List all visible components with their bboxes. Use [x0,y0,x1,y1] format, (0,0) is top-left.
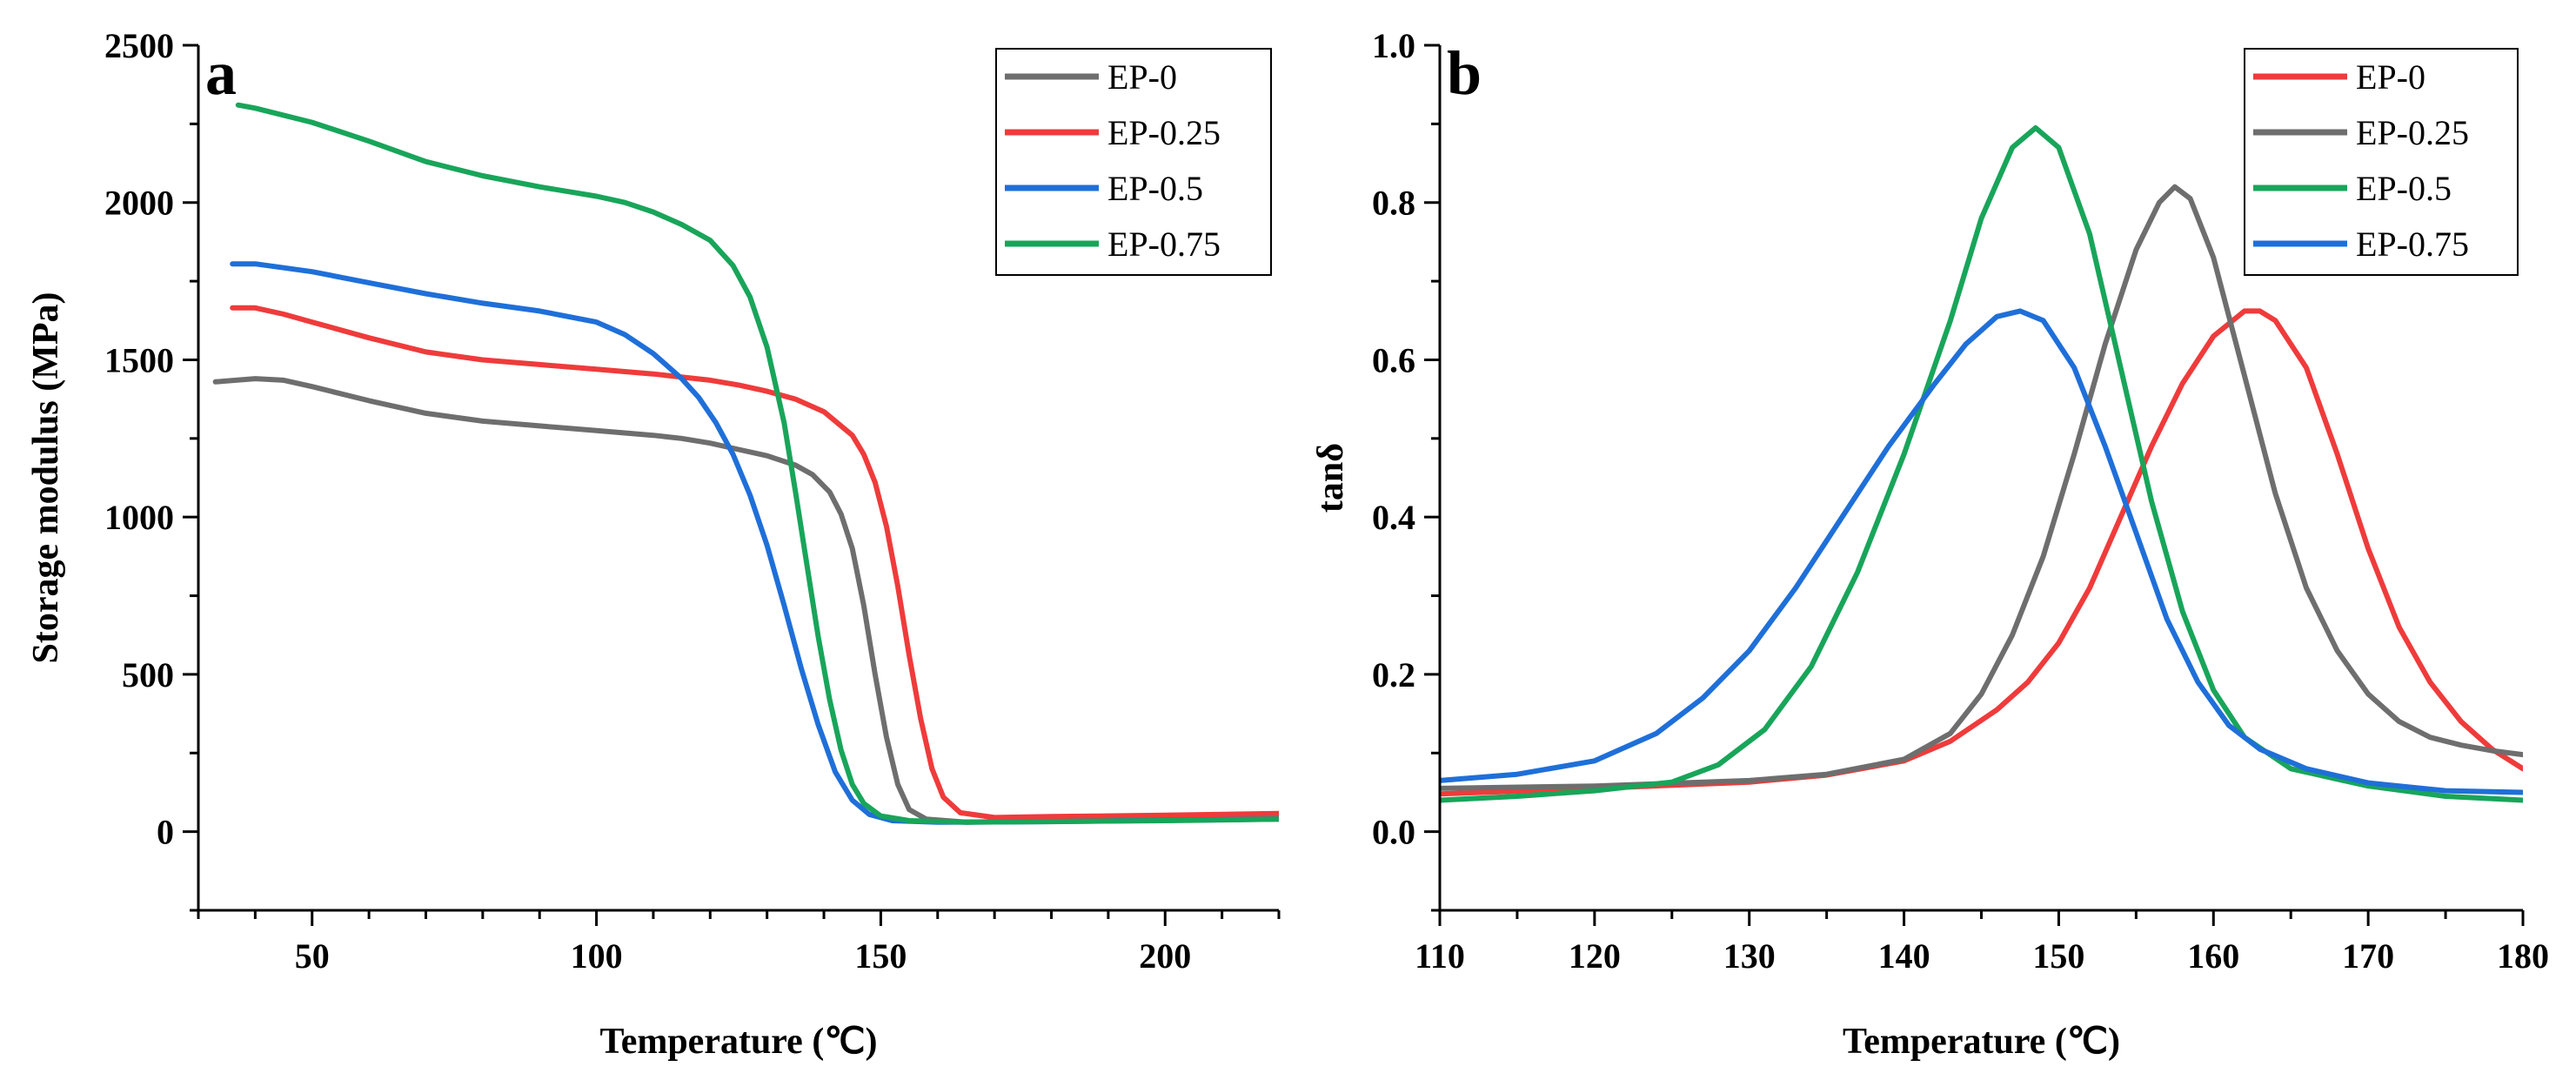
legend-label: EP-0.5 [1107,169,1203,208]
series-line-ep-0 [1440,308,2523,797]
x-tick-label: 120 [1569,936,1621,976]
series-line-ep-0.75 [235,102,1279,825]
legend-label: EP-0.5 [2356,169,2452,208]
x-tick-label: 150 [2032,936,2084,976]
chart-panel-b: 110 120 130 140 150 160 170 180 0.0 0.2 0.4 0.6 0.8 1… [1311,26,2549,1062]
legend-label: EP-0.75 [1107,225,1221,264]
panel-label: a [205,38,237,108]
y-tick-label: 0 [157,813,174,852]
y-tick-label: 1500 [104,340,174,379]
y-tick-label: 2500 [104,26,174,65]
y-axis-title: tanδ [1311,443,1351,513]
y-tick-label: 1.0 [1372,26,1415,65]
series-line-ep-0.25 [1440,184,2523,791]
y-tick-label: 0.4 [1372,498,1415,537]
legend: EP-0 EP-0.25 EP-0.5 EP-0.75 [995,48,1272,276]
legend-label: EP-0 [2356,57,2425,97]
chart-panel-a: 50 100 150 20005001000150020002500Temperatu… [26,26,1281,1062]
y-tick-label: 500 [122,655,174,694]
series-line-ep-0.5 [230,261,1279,825]
legend-frame [995,48,1272,276]
x-tick-label: 50 [295,936,330,976]
series-line-ep-0 [212,376,1279,825]
legend-label: EP-0 [1107,57,1177,97]
x-tick-label: 160 [2187,936,2239,976]
x-tick-label: 140 [1878,936,1930,976]
x-tick-label: 180 [2497,936,2549,976]
panel-label: b [1447,38,1482,108]
y-axis-title: Storage modulus (MPa) [26,292,66,664]
y-tick-label: 1000 [104,498,174,537]
legend-label: EP-0.25 [1107,113,1221,152]
x-tick-label: 150 [854,936,907,976]
y-tick-label: 2000 [104,184,174,223]
y-tick-label: 0.6 [1372,340,1415,379]
legend: EP-0 EP-0.25 EP-0.5 EP-0.75 [2244,48,2519,276]
x-tick-label: 170 [2342,936,2394,976]
x-tick-label: 100 [571,936,623,976]
y-tick-label: 0.8 [1372,184,1415,223]
legend-frame [2244,48,2519,276]
x-axis-title: Temperature (℃) [600,1022,878,1062]
x-tick-label: 110 [1415,936,1465,976]
x-axis-title: Temperature (℃) [1843,1022,2120,1062]
series-line-ep-0.25 [230,305,1279,821]
legend-label: EP-0.25 [2356,113,2469,152]
series-line-ep-0.75 [1440,308,2523,795]
x-tick-label: 200 [1139,936,1191,976]
x-tick-label: 130 [1723,936,1776,976]
y-tick-label: 0.0 [1372,813,1415,852]
legend-label: EP-0.75 [2356,225,2469,264]
y-tick-label: 0.2 [1372,655,1415,694]
